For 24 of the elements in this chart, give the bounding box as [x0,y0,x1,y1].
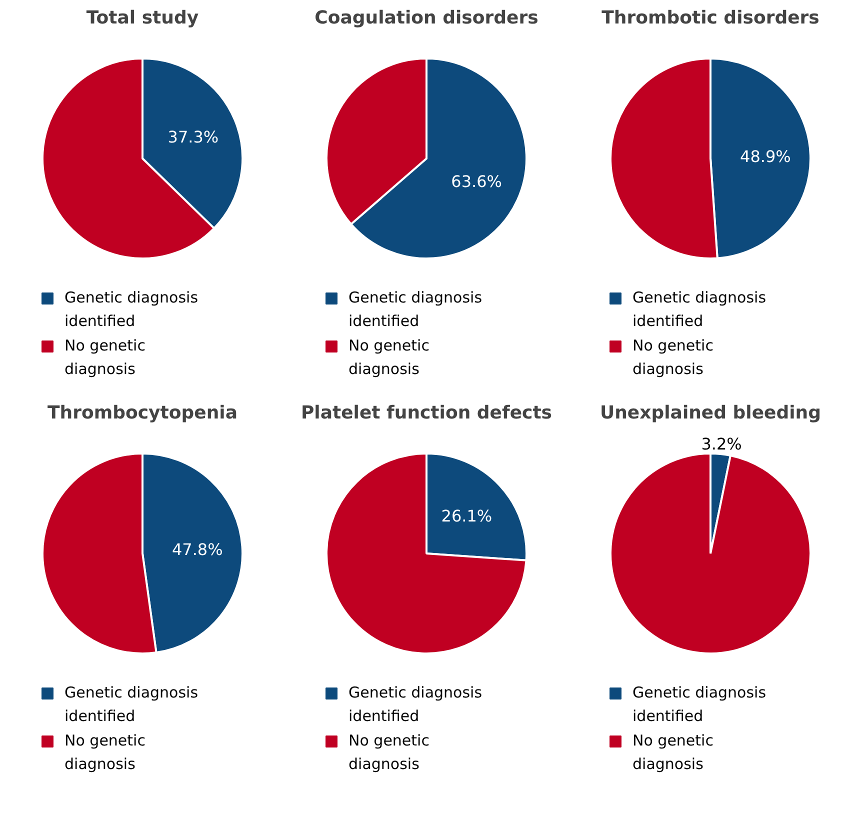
legend-label: No genetic diagnosis [632,732,714,773]
legend-label: Genetic diagnosis identified [64,288,198,330]
data-label: 37.3% [168,128,219,147]
legend-label: No genetic diagnosis [348,336,430,378]
legend-label: Genetic diagnosis identified [632,288,766,330]
legend-label: Genetic diagnosis identified [348,684,482,725]
chart-title: Unexplained bleeding [600,402,822,424]
chart-title: Thrombotic disorders [602,8,820,28]
data-label: 3.2% [701,434,742,454]
data-label: 63.6% [451,172,502,191]
data-label: 48.9% [740,147,791,166]
legend-label: Genetic diagnosis identified [348,288,482,330]
data-label: 47.8% [172,540,223,560]
legend-label: No genetic diagnosis [64,732,146,773]
chart-title: Thrombocytopenia [48,402,238,424]
legend-label: Genetic diagnosis identified [64,684,198,725]
legend-label: No genetic diagnosis [64,336,146,378]
chart-title: Coagulation disorders [314,8,538,28]
data-label: 26.1% [441,506,492,526]
legend-label: Genetic diagnosis identified [632,684,766,725]
legend-label: No genetic diagnosis [632,336,714,378]
legend-label: No genetic diagnosis [348,732,430,773]
chart-title: Platelet function defects [300,402,552,424]
chart-title: Total study [86,8,199,28]
